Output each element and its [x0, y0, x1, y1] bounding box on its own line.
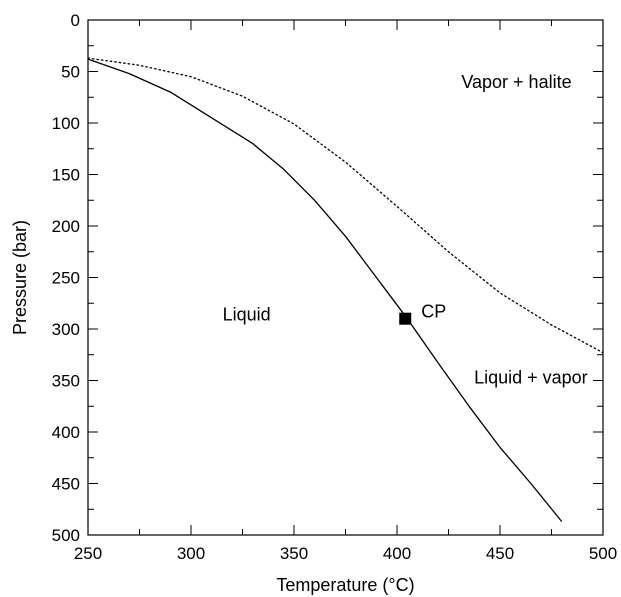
text-layer: Temperature (°C) Pressure (bar): [10, 220, 415, 595]
liquid-vapor-boundary-line: [87, 58, 563, 523]
y-tick-label: 300: [52, 320, 80, 339]
y-tick-label: 500: [52, 526, 80, 545]
x-tick-label: 250: [74, 544, 102, 563]
critical-point-label: CP: [421, 302, 446, 322]
x-tick-label: 300: [177, 544, 205, 563]
y-tick-label: 50: [61, 63, 80, 82]
vapor-halite-boundary-line: [87, 57, 604, 354]
y-tick-label: 200: [52, 217, 80, 236]
y-tick-label: 100: [52, 114, 80, 133]
y-tick-label: 350: [52, 372, 80, 391]
y-tick-label: 450: [52, 475, 80, 494]
x-tick-label: 500: [589, 544, 617, 563]
y-axis-title: Pressure (bar): [10, 220, 30, 335]
critical-point-marker: [399, 312, 412, 325]
y-tick-label: 250: [52, 269, 80, 288]
x-axis-title: Temperature (°C): [276, 575, 414, 595]
x-tick-label: 400: [383, 544, 411, 563]
series-layer: [87, 57, 604, 523]
x-tick-label: 350: [280, 544, 308, 563]
y-tick-label: 400: [52, 423, 80, 442]
y-tick-label: 0: [71, 11, 80, 30]
tick-layer: 250 300 350 400 450 500 0 50 100 150 200 250 300 350 4…: [52, 11, 618, 563]
x-tick-label: 450: [486, 544, 514, 563]
y-tick-label: 150: [52, 166, 80, 185]
liquid-vapor-region-label: Liquid + vapor: [474, 367, 588, 387]
marker-layer: CP Vapor + halite Liquid Liquid + vapor: [223, 72, 588, 388]
vapor-halite-region-label: Vapor + halite: [461, 72, 571, 92]
liquid-region-label: Liquid: [223, 305, 271, 325]
plot-frame: [87, 19, 604, 536]
